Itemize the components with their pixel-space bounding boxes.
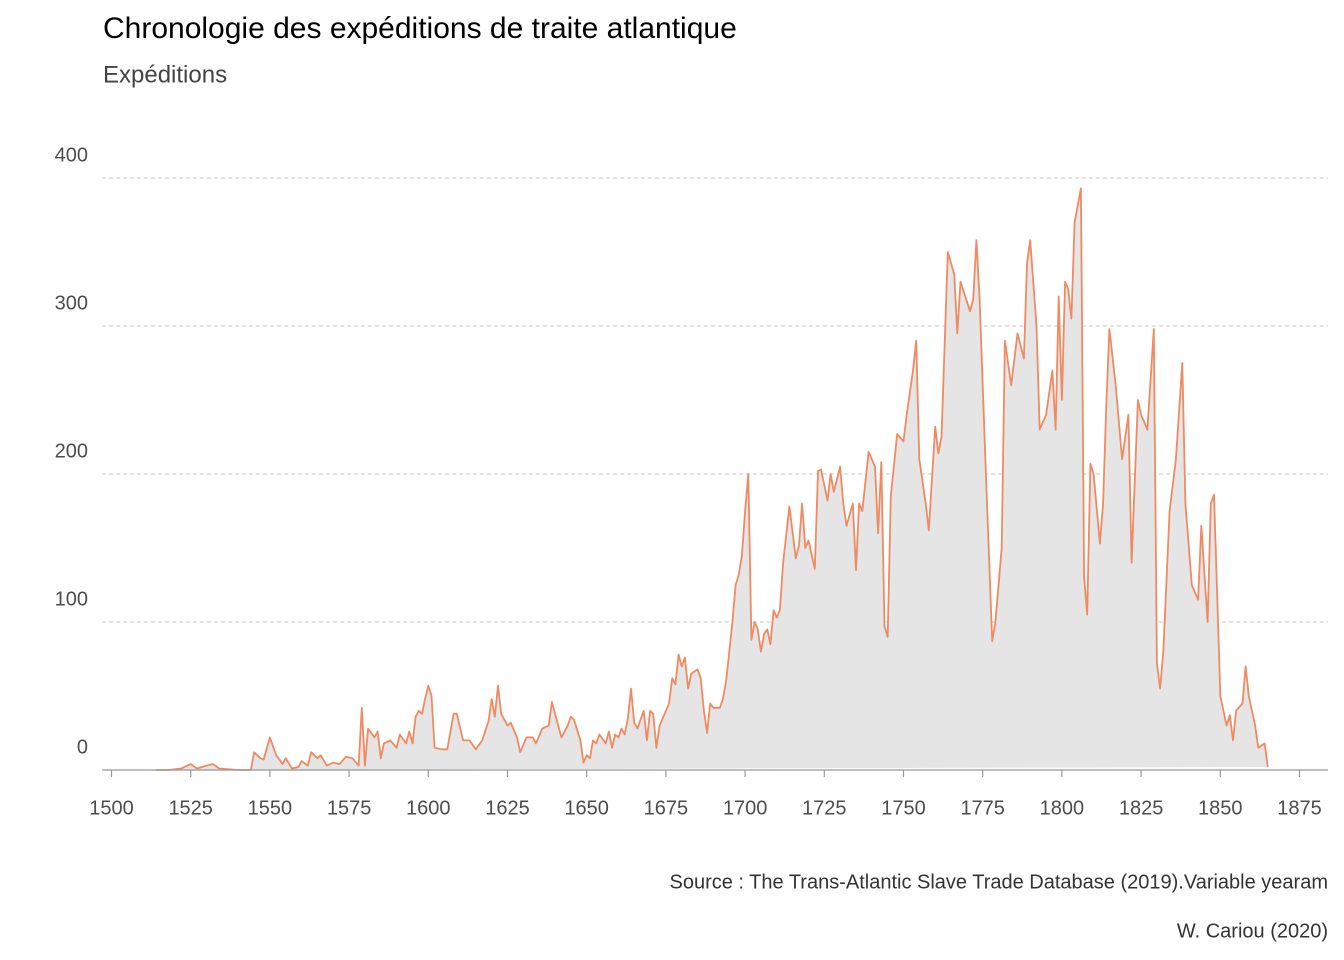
author: W. Cariou (2020): [1177, 920, 1328, 942]
x-tick-label: 1700: [723, 797, 768, 819]
chart-subtitle: Expéditions: [103, 61, 227, 88]
y-tick-label: 400: [55, 144, 88, 166]
x-tick-label: 1850: [1198, 797, 1243, 819]
area-line: [155, 187, 1269, 771]
x-tick-label: 1550: [248, 797, 293, 819]
x-tick-label: 1650: [564, 797, 609, 819]
x-tick-label: 1600: [406, 797, 451, 819]
x-tick-label: 1825: [1119, 797, 1164, 819]
caption: Source : The Trans-Atlantic Slave Trade …: [670, 871, 1329, 893]
x-tick-label: 1750: [881, 797, 926, 819]
x-tick-label: 1725: [802, 797, 847, 819]
y-tick-label: 100: [55, 588, 88, 610]
x-tick-label: 1625: [485, 797, 530, 819]
y-tick-label: 0: [77, 736, 88, 758]
x-tick-label: 1775: [960, 797, 1005, 819]
x-tick-label: 1875: [1277, 797, 1322, 819]
x-tick-label: 1800: [1040, 797, 1085, 819]
y-tick-label: 200: [55, 440, 88, 462]
chart-title: Chronologie des expéditions de traite at…: [103, 12, 737, 45]
x-tick-label: 1575: [327, 797, 372, 819]
x-tick-label: 1525: [168, 797, 213, 819]
x-tick-label: 1675: [644, 797, 689, 819]
x-tick-label: 1500: [89, 797, 134, 819]
area-fill: [155, 188, 1268, 770]
y-tick-label: 300: [55, 292, 88, 314]
